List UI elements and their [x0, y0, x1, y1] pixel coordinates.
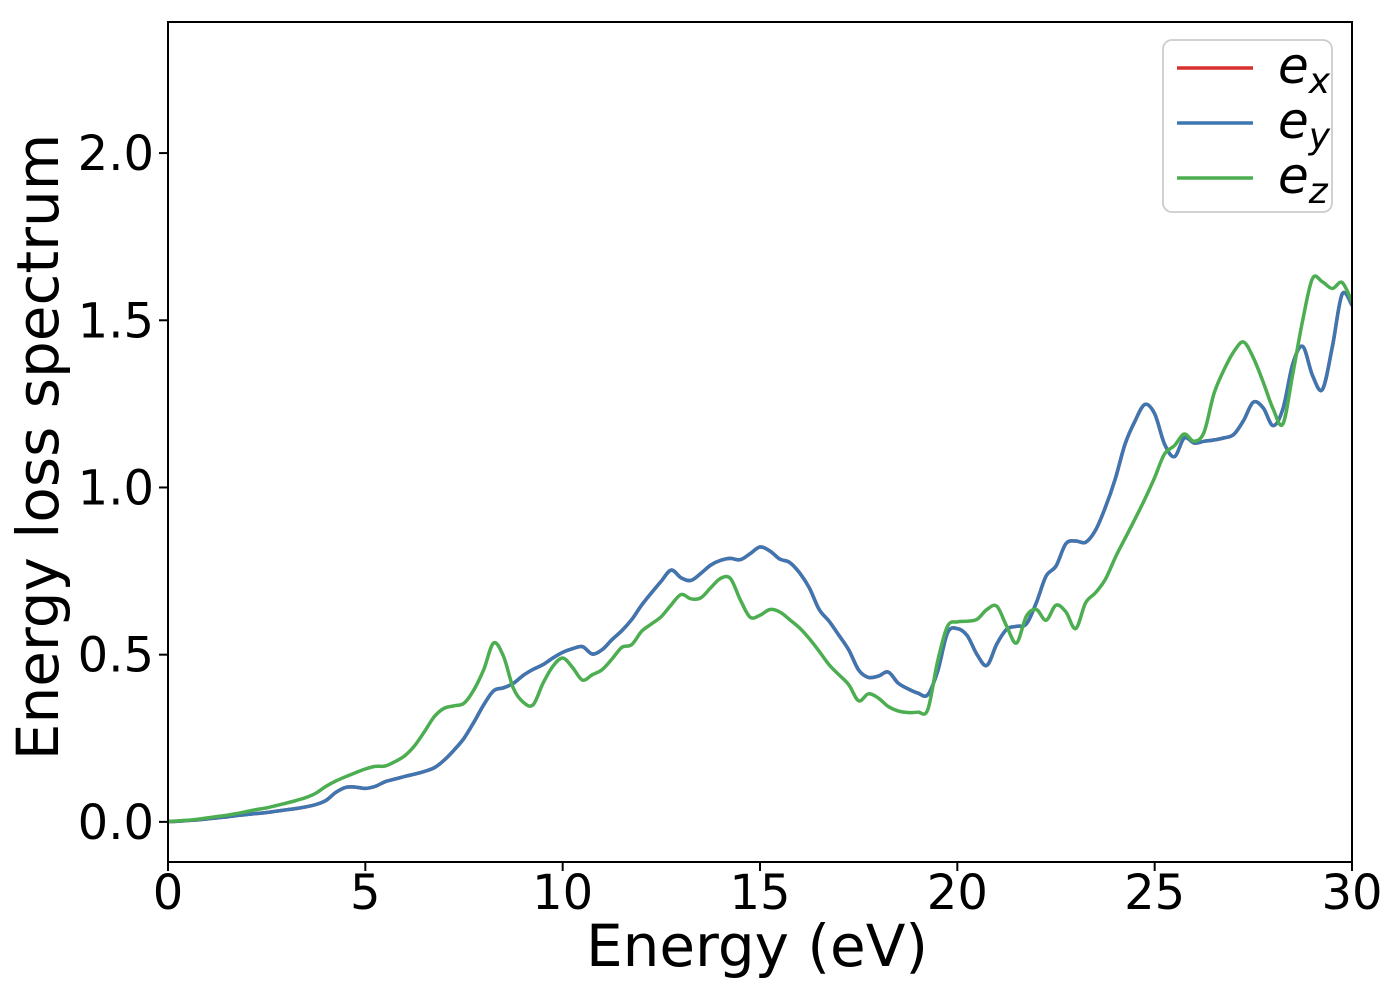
y-tick-label: 1.5	[78, 293, 154, 349]
x-axis-label: Energy (eV)	[586, 912, 928, 980]
y-tick-label: 0.5	[78, 628, 154, 684]
x-tick-label: 5	[350, 865, 381, 921]
x-tick-label: 30	[1321, 865, 1382, 921]
x-tick-label: 15	[729, 865, 790, 921]
curves	[168, 274, 1352, 824]
x-tick-label: 0	[153, 865, 184, 921]
curve-e_x	[168, 290, 1352, 824]
legend-item-ex: ex	[1177, 37, 1331, 102]
y-tick-label: 0.0	[78, 795, 154, 851]
curve-e_z	[168, 274, 1352, 824]
legend-label-y: ey	[1278, 92, 1331, 157]
legend-label-x: ex	[1278, 37, 1331, 102]
legend-box	[1162, 39, 1333, 213]
legend-item-ez: ez	[1177, 147, 1329, 212]
axis-ticks: 0 5 10 15 20 25 30 0.0 0.5 1.0 1.5 2.0	[78, 126, 1383, 921]
y-tick-label: 1.0	[78, 460, 154, 516]
x-tick-label: 25	[1124, 865, 1185, 921]
y-axis-label: Energy loss spectrum	[4, 134, 72, 760]
legend-label-z: ez	[1278, 147, 1329, 212]
x-tick-label: 20	[927, 865, 988, 921]
x-tick-label: 10	[532, 865, 593, 921]
plot-border	[167, 21, 1353, 863]
y-tick-label: 2.0	[78, 126, 154, 182]
legend-item-ey: ey	[1177, 92, 1331, 157]
curve-e_y	[168, 290, 1352, 824]
